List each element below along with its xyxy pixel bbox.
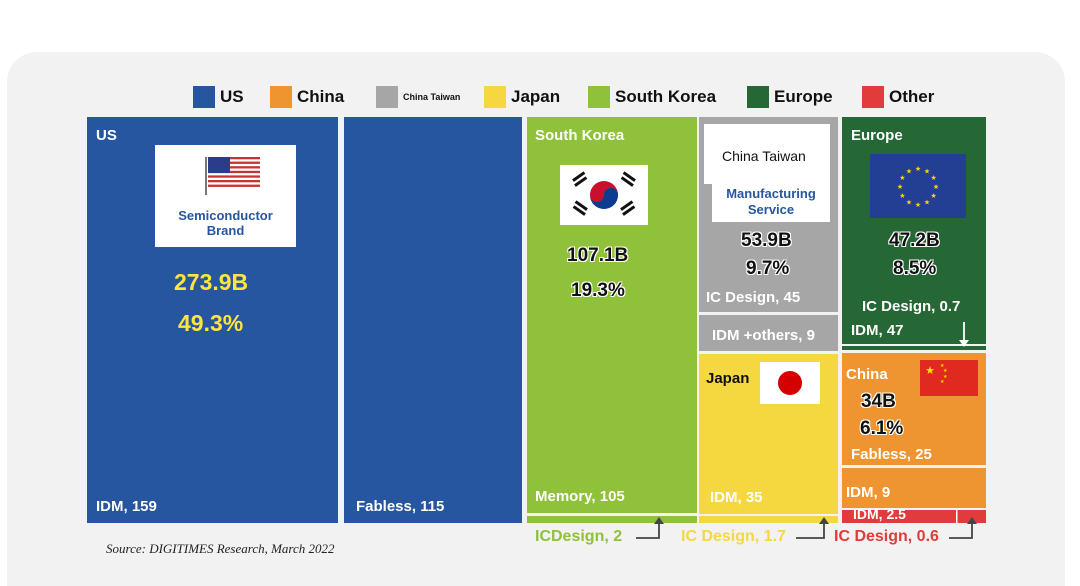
china-share: 6.1% (860, 418, 904, 439)
arrow-other-icdesign (949, 522, 973, 539)
arrow-head-japan (819, 517, 829, 524)
tile-other-idm (842, 510, 986, 523)
region-label-japan: Japan (706, 370, 750, 387)
svg-text:★: ★ (930, 174, 936, 182)
svg-text:★: ★ (940, 379, 945, 385)
tile-korea-icdesign (527, 516, 697, 523)
taiwan-callout-box (704, 124, 830, 184)
arrow-korea-icdesign (636, 522, 660, 539)
europe-icdesign-label: IC Design, 0.7 (862, 298, 961, 315)
china-flag-icon: ★ ★★ ★★ (925, 363, 948, 385)
legend-swatch (747, 86, 769, 108)
korea-icdesign-label: ICDesign, 2 (535, 528, 623, 545)
source-note: Source: DIGITIMES Research, March 2022 (106, 541, 335, 556)
japan-flag-icon (778, 371, 802, 395)
legend-item-japan: Japan (484, 84, 560, 110)
europe-idm-label: IDM, 47 (851, 322, 904, 339)
region-label-south-korea: South Korea (535, 127, 625, 144)
svg-text:★: ★ (925, 365, 935, 377)
legend-label: Other (889, 87, 935, 106)
legend-swatch (376, 86, 398, 108)
taiwan-icdesign-label: IC Design, 45 (706, 289, 801, 306)
europe-flag-box: ★ ★ ★ ★ ★ ★ ★ ★ ★ ★ ★ ★ (870, 154, 966, 218)
legend-label: China Taiwan (403, 92, 461, 102)
korea-memory-label: Memory, 105 (535, 488, 625, 505)
other-icdesign-label: IC Design, 0.6 (834, 528, 939, 545)
legend-swatch (588, 86, 610, 108)
eu-flag-icon: ★★★★★★★★★ ★ ★★ (897, 165, 939, 209)
legend-label: China (297, 87, 345, 106)
europe-total: 47.2B (889, 230, 940, 251)
region-label-europe: Europe (851, 127, 903, 144)
svg-text:★: ★ (940, 363, 945, 369)
tile-us-fabless (344, 117, 522, 523)
svg-text:★: ★ (899, 174, 905, 182)
tile-other-divider (956, 510, 958, 523)
legend-swatch (193, 86, 215, 108)
svg-text:★: ★ (899, 192, 905, 200)
legend-label: Europe (774, 87, 833, 106)
other-idm-label: IDM, 2.5 (853, 506, 906, 522)
svg-text:★: ★ (906, 199, 912, 207)
svg-text:★: ★ (924, 167, 930, 175)
us-flag-icon (205, 157, 260, 195)
legend-label: South Korea (615, 87, 717, 106)
legend-swatch (270, 86, 292, 108)
korea-flag-box (560, 165, 648, 225)
region-label-china: China (846, 366, 888, 383)
us-idm-label: IDM, 159 (96, 498, 157, 515)
arrow-head-europe (959, 340, 969, 347)
svg-text:★: ★ (930, 192, 936, 200)
tile-japan-icdesign (699, 516, 838, 523)
japan-flag-box (760, 362, 820, 404)
china-total: 34B (861, 391, 896, 412)
taiwan-share: 9.7% (746, 258, 790, 279)
svg-text:★: ★ (943, 374, 948, 380)
taiwan-callout-label: China Taiwan (722, 148, 806, 164)
china-fabless-label: Fabless, 25 (851, 446, 932, 463)
legend-label: Japan (511, 87, 561, 106)
svg-text:★: ★ (924, 199, 930, 207)
us-brand-label: Semiconductor Brand (178, 208, 273, 238)
korea-total: 107.1B (567, 245, 629, 266)
us-flag-box (155, 145, 296, 247)
us-total: 273.9B (174, 269, 249, 295)
arrow-head-korea (654, 517, 664, 524)
tile-china-idm (842, 468, 986, 508)
us-share: 49.3% (178, 310, 244, 336)
europe-share: 8.5% (893, 258, 937, 279)
legend-swatch (862, 86, 884, 108)
china-flag-box: ★ ★ ★ ★ ★ (920, 360, 978, 396)
svg-text:★: ★ (915, 201, 921, 209)
taiwan-total: 53.9B (741, 230, 792, 251)
korea-share: 19.3% (571, 280, 625, 301)
svg-text:★: ★ (906, 167, 912, 175)
arrow-head-other (967, 517, 977, 524)
svg-text:★: ★ (915, 165, 921, 173)
china-idm-label: IDM, 9 (846, 484, 891, 501)
svg-text:★: ★ (897, 183, 903, 191)
region-label-us: US (96, 127, 117, 144)
korea-flag-icon (572, 171, 636, 216)
legend-item-china-taiwan: China Taiwan (376, 84, 460, 110)
legend-item-south-korea: South Korea (588, 84, 716, 110)
taiwan-idm-label: IDM +others, 9 (712, 327, 815, 344)
japan-icdesign-label: IC Design, 1.7 (681, 528, 786, 545)
taiwan-service-box (712, 180, 830, 222)
legend-label: US (220, 87, 244, 106)
legend-item-china: China (270, 84, 344, 110)
tile-europe-icdesign (842, 346, 986, 350)
legend-item-other: Other (862, 84, 934, 110)
legend: US China China Taiwan Japan South Korea Europ… (0, 84, 1080, 110)
legend-item-europe: Europe (747, 84, 833, 110)
japan-idm-label: IDM, 35 (710, 489, 763, 506)
svg-text:★: ★ (943, 368, 948, 374)
legend-swatch (484, 86, 506, 108)
taiwan-service-label: Manufacturing Service (726, 186, 816, 217)
legend-item-us: US (193, 84, 244, 110)
us-fabless-label: Fabless, 115 (356, 498, 445, 515)
svg-text:★: ★ (933, 183, 939, 191)
tile-taiwan-idm (699, 315, 838, 351)
arrow-japan-icdesign (796, 522, 825, 539)
